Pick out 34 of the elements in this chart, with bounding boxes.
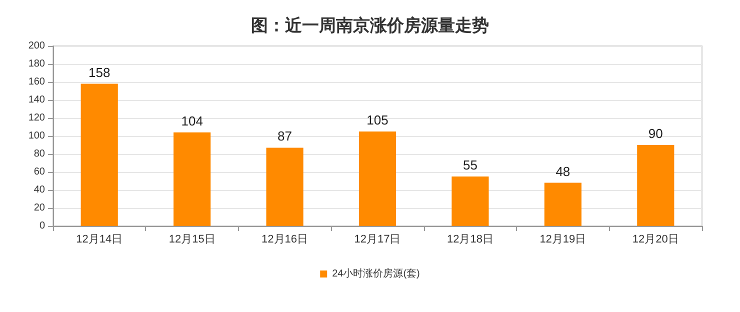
data-label: 104 <box>181 113 203 128</box>
bar <box>637 145 674 226</box>
y-tick-label: 60 <box>34 166 46 178</box>
y-tick-label: 140 <box>28 94 46 106</box>
chart-title: 图：近一周南京涨价房源量走势 <box>251 16 489 35</box>
x-tick-label: 12月14日 <box>76 234 123 246</box>
x-tick-label: 12月20日 <box>632 234 679 246</box>
y-tick-label: 100 <box>28 130 46 142</box>
data-label: 55 <box>462 158 478 172</box>
y-tick-label: 200 <box>28 40 46 52</box>
y-tick-label: 120 <box>28 112 46 124</box>
data-label: 48 <box>556 164 570 179</box>
x-tick-label: 12月19日 <box>540 234 586 246</box>
legend-label: 24小时涨价房源(套) <box>332 268 420 280</box>
data-label: 87 <box>278 128 292 144</box>
x-tick-label: 12月16日 <box>262 234 308 246</box>
y-tick-label: 80 <box>34 148 46 160</box>
y-tick-label: 160 <box>28 76 46 88</box>
bar <box>266 148 304 226</box>
y-tick-label: 40 <box>34 184 46 196</box>
data-label: 90 <box>648 126 663 141</box>
x-tick-label: 12月18日 <box>446 234 494 246</box>
y-tick-label: 180 <box>28 58 46 70</box>
y-tick-label: 20 <box>34 202 46 214</box>
bar <box>80 84 118 226</box>
bar <box>358 132 396 226</box>
bar <box>174 132 211 226</box>
x-tick-label: 12月17日 <box>354 234 401 246</box>
data-label: 105 <box>366 112 388 128</box>
bar <box>544 182 582 226</box>
data-label: 158 <box>88 64 110 80</box>
y-tick-label: 0 <box>39 220 46 232</box>
bar <box>452 176 489 226</box>
x-tick-label: 12月15日 <box>168 234 216 246</box>
